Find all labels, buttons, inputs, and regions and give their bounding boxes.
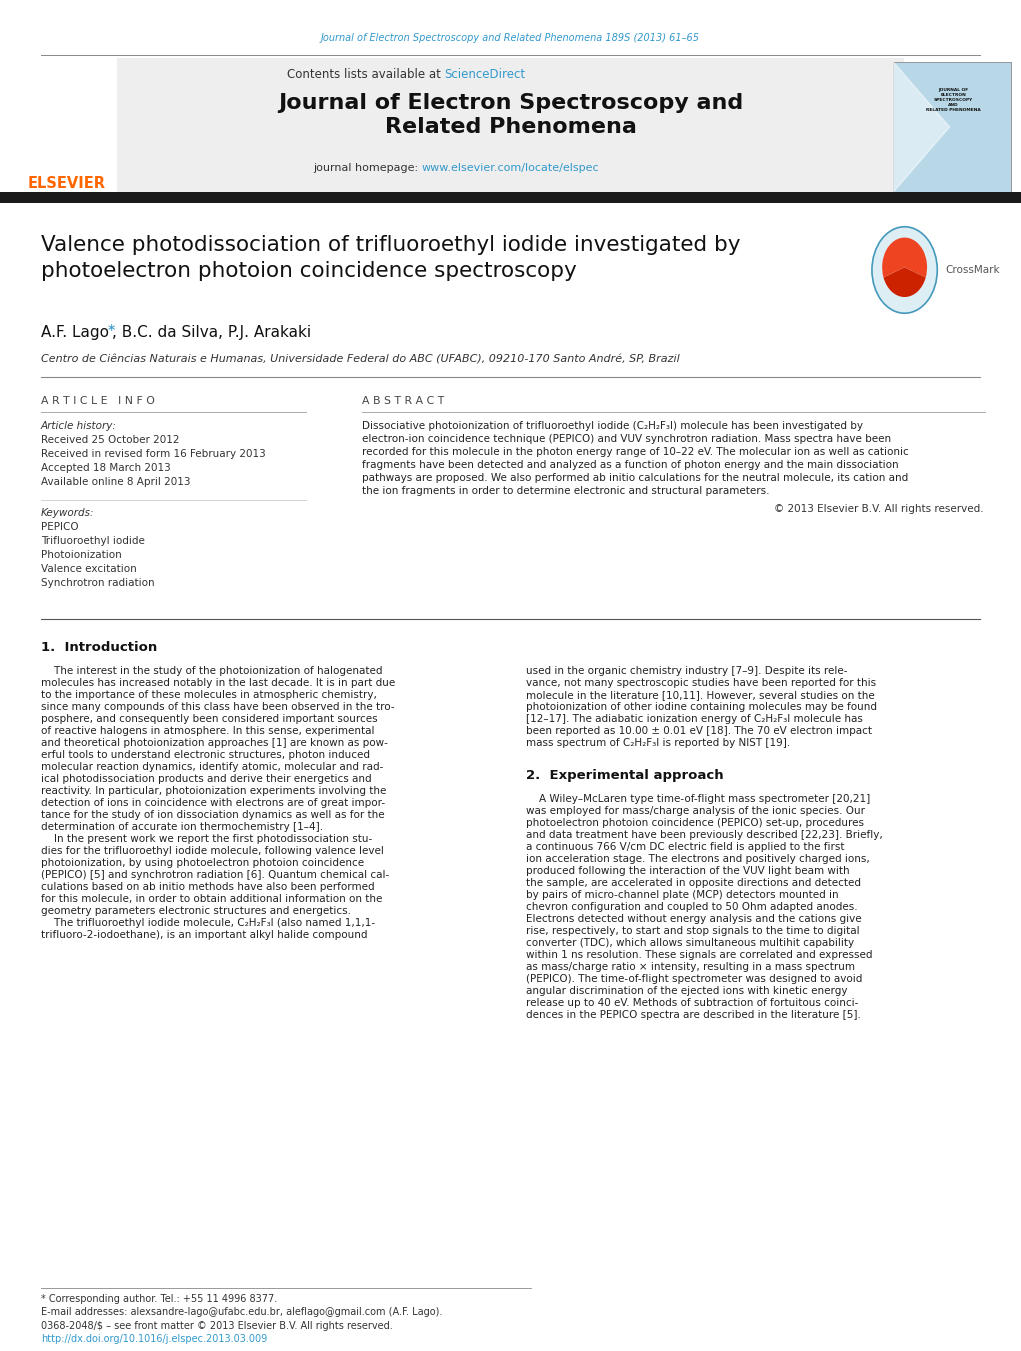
Text: journal homepage:: journal homepage: xyxy=(313,163,422,173)
Text: fragments have been detected and analyzed as a function of photon energy and the: fragments have been detected and analyze… xyxy=(362,459,900,470)
Text: (PEPICO). The time-of-flight spectrometer was designed to avoid: (PEPICO). The time-of-flight spectromete… xyxy=(526,974,862,984)
Text: Contents lists available at: Contents lists available at xyxy=(287,68,444,81)
Text: Journal of Electron Spectroscopy and Related Phenomena 189S (2013) 61–65: Journal of Electron Spectroscopy and Rel… xyxy=(321,32,700,43)
Text: ELSEVIER: ELSEVIER xyxy=(28,176,105,190)
Text: erful tools to understand electronic structures, photon induced: erful tools to understand electronic str… xyxy=(41,750,370,761)
Text: CrossMark: CrossMark xyxy=(945,265,1001,276)
Text: photoelectron photoion coincidence (PEPICO) set-up, procedures: photoelectron photoion coincidence (PEPI… xyxy=(526,817,864,828)
Text: and data treatment have been previously described [22,23]. Briefly,: and data treatment have been previously … xyxy=(526,830,882,840)
Polygon shape xyxy=(893,62,950,192)
Text: rise, respectively, to start and stop signals to the time to digital: rise, respectively, to start and stop si… xyxy=(526,925,860,936)
Text: Photoionization: Photoionization xyxy=(41,550,121,561)
Text: ical photodissociation products and derive their energetics and: ical photodissociation products and deri… xyxy=(41,774,372,784)
Text: molecule in the literature [10,11]. However, several studies on the: molecule in the literature [10,11]. Howe… xyxy=(526,690,875,700)
Text: recorded for this molecule in the photon energy range of 10–22 eV. The molecular: recorded for this molecule in the photon… xyxy=(362,447,910,457)
Text: A.F. Lago: A.F. Lago xyxy=(41,326,109,340)
Text: Synchrotron radiation: Synchrotron radiation xyxy=(41,578,154,588)
Text: 2.  Experimental approach: 2. Experimental approach xyxy=(526,769,724,781)
Text: The trifluoroethyl iodide molecule, C₂H₂F₃I (also named 1,1,1-: The trifluoroethyl iodide molecule, C₂H₂… xyxy=(41,917,375,928)
Text: E-mail addresses: alexsandre-lago@ufabc.edu.br, aleflago@gmail.com (A.F. Lago).: E-mail addresses: alexsandre-lago@ufabc.… xyxy=(41,1306,442,1317)
Text: determination of accurate ion thermochemistry [1–4].: determination of accurate ion thermochem… xyxy=(41,821,323,832)
Text: Electrons detected without energy analysis and the cations give: Electrons detected without energy analys… xyxy=(526,915,862,924)
Text: Keywords:: Keywords: xyxy=(41,508,94,517)
Bar xyxy=(117,58,904,195)
Text: by pairs of micro-channel plate (MCP) detectors mounted in: by pairs of micro-channel plate (MCP) de… xyxy=(526,890,838,900)
Text: the sample, are accelerated in opposite directions and detected: the sample, are accelerated in opposite … xyxy=(526,878,861,888)
Text: In the present work we report the first photodissociation stu-: In the present work we report the first … xyxy=(41,834,372,844)
Text: A R T I C L E   I N F O: A R T I C L E I N F O xyxy=(41,396,155,407)
Text: and theoretical photoionization approaches [1] are known as pow-: and theoretical photoionization approach… xyxy=(41,738,388,748)
Text: angular discrimination of the ejected ions with kinetic energy: angular discrimination of the ejected io… xyxy=(526,986,847,996)
Text: pathways are proposed. We also performed ab initio calculations for the neutral : pathways are proposed. We also performed… xyxy=(362,473,909,484)
Text: geometry parameters electronic structures and energetics.: geometry parameters electronic structure… xyxy=(41,907,351,916)
Text: © 2013 Elsevier B.V. All rights reserved.: © 2013 Elsevier B.V. All rights reserved… xyxy=(774,504,983,513)
Text: produced following the interaction of the VUV light beam with: produced following the interaction of th… xyxy=(526,866,849,875)
Text: Received 25 October 2012: Received 25 October 2012 xyxy=(41,435,180,444)
Text: tance for the study of ion dissociation dynamics as well as for the: tance for the study of ion dissociation … xyxy=(41,811,385,820)
Text: Received in revised form 16 February 2013: Received in revised form 16 February 201… xyxy=(41,449,265,459)
Text: 0368-2048/$ – see front matter © 2013 Elsevier B.V. All rights reserved.: 0368-2048/$ – see front matter © 2013 El… xyxy=(41,1321,393,1331)
Text: within 1 ns resolution. These signals are correlated and expressed: within 1 ns resolution. These signals ar… xyxy=(526,950,872,961)
Text: was employed for mass/charge analysis of the ionic species. Our: was employed for mass/charge analysis of… xyxy=(526,807,865,816)
Text: (PEPICO) [5] and synchrotron radiation [6]. Quantum chemical cal-: (PEPICO) [5] and synchrotron radiation [… xyxy=(41,870,389,880)
Text: electron-ion coincidence technique (PEPICO) and VUV synchrotron radiation. Mass : electron-ion coincidence technique (PEPI… xyxy=(362,434,891,444)
Text: Trifluoroethyl iodide: Trifluoroethyl iodide xyxy=(41,536,145,546)
Text: Available online 8 April 2013: Available online 8 April 2013 xyxy=(41,477,190,486)
Text: dences in the PEPICO spectra are described in the literature [5].: dences in the PEPICO spectra are describ… xyxy=(526,1011,861,1020)
Text: ScienceDirect: ScienceDirect xyxy=(444,68,525,81)
Circle shape xyxy=(872,227,937,313)
Text: as mass/charge ratio × intensity, resulting in a mass spectrum: as mass/charge ratio × intensity, result… xyxy=(526,962,855,971)
Text: JOURNAL OF
ELECTRON
SPECTROSCOPY
AND
RELATED PHENOMENA: JOURNAL OF ELECTRON SPECTROSCOPY AND REL… xyxy=(926,88,981,112)
Text: reactivity. In particular, photoionization experiments involving the: reactivity. In particular, photoionizati… xyxy=(41,786,386,796)
Text: Journal of Electron Spectroscopy and
Related Phenomena: Journal of Electron Spectroscopy and Rel… xyxy=(278,93,743,138)
Text: culations based on ab initio methods have also been performed: culations based on ab initio methods hav… xyxy=(41,882,375,892)
Text: http://dx.doi.org/10.1016/j.elspec.2013.03.009: http://dx.doi.org/10.1016/j.elspec.2013.… xyxy=(41,1333,268,1344)
Bar xyxy=(893,62,1011,192)
Text: release up to 40 eV. Methods of subtraction of fortuitous coinci-: release up to 40 eV. Methods of subtract… xyxy=(526,998,859,1008)
Text: mass spectrum of C₂H₂F₃I is reported by NIST [19].: mass spectrum of C₂H₂F₃I is reported by … xyxy=(526,738,790,748)
Text: Article history:: Article history: xyxy=(41,422,116,431)
Text: posphere, and consequently been considered important sources: posphere, and consequently been consider… xyxy=(41,713,378,724)
Text: www.elsevier.com/locate/elspec: www.elsevier.com/locate/elspec xyxy=(422,163,599,173)
Bar xyxy=(0,192,1021,203)
Text: ∗: ∗ xyxy=(106,323,115,332)
Text: of reactive halogens in atmosphere. In this sense, experimental: of reactive halogens in atmosphere. In t… xyxy=(41,725,375,736)
Text: to the importance of these molecules in atmospheric chemistry,: to the importance of these molecules in … xyxy=(41,690,377,700)
Text: A Wiley–McLaren type time-of-flight mass spectrometer [20,21]: A Wiley–McLaren type time-of-flight mass… xyxy=(526,794,870,804)
Text: , B.C. da Silva, P.J. Arakaki: , B.C. da Silva, P.J. Arakaki xyxy=(112,326,311,340)
Text: 1.  Introduction: 1. Introduction xyxy=(41,640,157,654)
Text: Dissociative photoionization of trifluoroethyl iodide (C₂H₂F₃I) molecule has bee: Dissociative photoionization of trifluor… xyxy=(362,422,864,431)
Text: photoionization of other iodine containing molecules may be found: photoionization of other iodine containi… xyxy=(526,703,877,712)
Text: the ion fragments in order to determine electronic and structural parameters.: the ion fragments in order to determine … xyxy=(362,486,770,496)
Text: A B S T R A C T: A B S T R A C T xyxy=(362,396,445,407)
Wedge shape xyxy=(882,238,927,277)
Text: for this molecule, in order to obtain additional information on the: for this molecule, in order to obtain ad… xyxy=(41,894,382,904)
Text: Valence excitation: Valence excitation xyxy=(41,563,137,574)
Text: since many compounds of this class have been observed in the tro-: since many compounds of this class have … xyxy=(41,703,394,712)
Text: photoionization, by using photoelectron photoion coincidence: photoionization, by using photoelectron … xyxy=(41,858,363,867)
Text: PEPICO: PEPICO xyxy=(41,521,79,532)
Text: vance, not many spectroscopic studies have been reported for this: vance, not many spectroscopic studies ha… xyxy=(526,678,876,688)
Text: detection of ions in coincidence with electrons are of great impor-: detection of ions in coincidence with el… xyxy=(41,798,385,808)
Text: converter (TDC), which allows simultaneous multihit capability: converter (TDC), which allows simultaneo… xyxy=(526,938,854,948)
Text: molecular reaction dynamics, identify atomic, molecular and rad-: molecular reaction dynamics, identify at… xyxy=(41,762,383,771)
Text: dies for the trifluoroethyl iodide molecule, following valence level: dies for the trifluoroethyl iodide molec… xyxy=(41,846,384,857)
Wedge shape xyxy=(883,267,926,297)
Text: trifluoro-2-iodoethane), is an important alkyl halide compound: trifluoro-2-iodoethane), is an important… xyxy=(41,929,368,940)
Text: used in the organic chemistry industry [7–9]. Despite its rele-: used in the organic chemistry industry [… xyxy=(526,666,847,676)
Text: * Corresponding author. Tel.: +55 11 4996 8377.: * Corresponding author. Tel.: +55 11 499… xyxy=(41,1294,277,1304)
Text: been reported as 10.00 ± 0.01 eV [18]. The 70 eV electron impact: been reported as 10.00 ± 0.01 eV [18]. T… xyxy=(526,725,872,736)
Text: a continuous 766 V/cm DC electric field is applied to the first: a continuous 766 V/cm DC electric field … xyxy=(526,842,844,852)
Text: [12–17]. The adiabatic ionization energy of C₂H₂F₃I molecule has: [12–17]. The adiabatic ionization energy… xyxy=(526,713,863,724)
Text: molecules has increased notably in the last decade. It is in part due: molecules has increased notably in the l… xyxy=(41,678,395,688)
Text: chevron configuration and coupled to 50 Ohm adapted anodes.: chevron configuration and coupled to 50 … xyxy=(526,902,858,912)
Text: Accepted 18 March 2013: Accepted 18 March 2013 xyxy=(41,463,171,473)
Text: Centro de Ciências Naturais e Humanas, Universidade Federal do ABC (UFABC), 0921: Centro de Ciências Naturais e Humanas, U… xyxy=(41,355,680,365)
Text: Valence photodissociation of trifluoroethyl iodide investigated by
photoelectron: Valence photodissociation of trifluoroet… xyxy=(41,235,740,281)
Text: ion acceleration stage. The electrons and positively charged ions,: ion acceleration stage. The electrons an… xyxy=(526,854,870,865)
Text: The interest in the study of the photoionization of halogenated: The interest in the study of the photoio… xyxy=(41,666,382,676)
